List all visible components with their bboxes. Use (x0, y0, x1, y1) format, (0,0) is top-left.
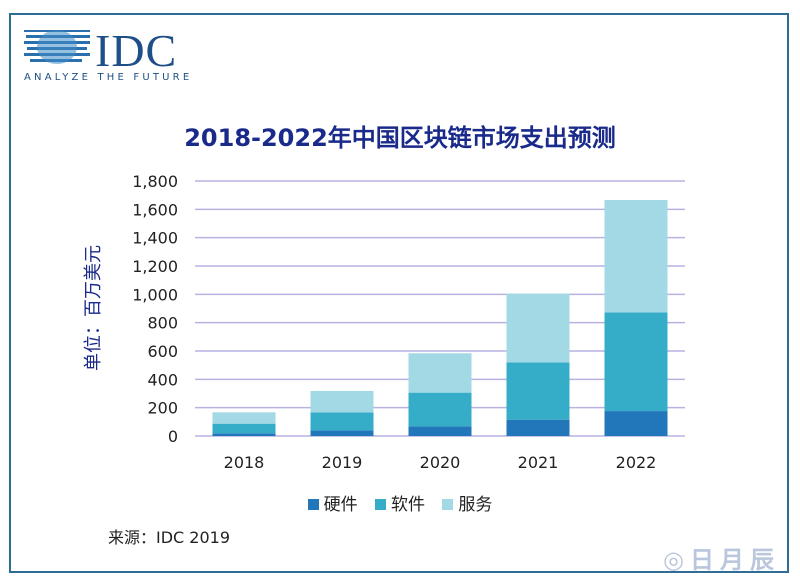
bar-2020-series-0 (408, 426, 472, 436)
x-tick-label: 2019 (322, 453, 363, 472)
y-tick-label: 200 (147, 399, 178, 418)
legend-label: 软件 (391, 495, 425, 515)
legend-swatch (442, 499, 454, 510)
legend-item-software: 软件 (375, 495, 425, 515)
x-tick-label: 2018 (224, 453, 265, 472)
y-tick-label: 0 (168, 427, 178, 446)
bar-2020-series-1 (408, 392, 472, 427)
chart-frame (9, 13, 789, 573)
bar-2018-series-2 (212, 412, 276, 424)
legend-swatch (307, 499, 319, 510)
bar-2021-series-1 (506, 362, 570, 420)
x-tick-label: 2022 (616, 453, 657, 472)
y-tick-label: 1,600 (132, 200, 178, 219)
idc-logo-icon (24, 30, 90, 64)
y-tick-label: 1,400 (132, 229, 178, 248)
bar-2021-series-2 (506, 293, 570, 363)
legend-label: 硬件 (323, 495, 358, 515)
y-tick-label: 1,800 (132, 172, 178, 191)
bar-2021-series-0 (506, 419, 570, 436)
x-tick-label: 2021 (518, 453, 559, 472)
legend: 硬件 软件 服务 (0, 490, 800, 515)
legend-item-services: 服务 (442, 495, 492, 515)
y-tick-label: 1,000 (132, 285, 178, 304)
bar-2020-series-2 (408, 353, 472, 393)
bar-2022-series-1 (604, 312, 668, 412)
legend-swatch (375, 499, 386, 510)
x-tick-label: 2020 (420, 453, 461, 472)
bar-2018-series-0 (212, 433, 276, 436)
logo-text: IDC (95, 25, 178, 76)
chart-title: 2018-2022年中国区块链市场支出预测 (184, 124, 616, 152)
y-tick-label: 600 (147, 342, 178, 361)
y-tick-label: 800 (147, 314, 178, 333)
y-tick-label: 1,200 (132, 257, 178, 276)
source-note: 来源：IDC 2019 (108, 528, 231, 547)
legend-label: 服务 (458, 495, 493, 515)
bar-2022-series-2 (604, 199, 668, 313)
logo-tagline: ANALYZE THE FUTURE (24, 72, 193, 83)
bar-2018-series-1 (212, 423, 276, 434)
watermark: ◎日月辰 (663, 546, 780, 574)
y-tick-label: 400 (147, 370, 178, 389)
bar-2019-series-2 (310, 390, 374, 413)
bar-2019-series-1 (310, 412, 374, 431)
bar-2019-series-0 (310, 430, 374, 436)
bar-2022-series-0 (604, 411, 668, 436)
legend-item-hardware: 硬件 (307, 495, 358, 515)
